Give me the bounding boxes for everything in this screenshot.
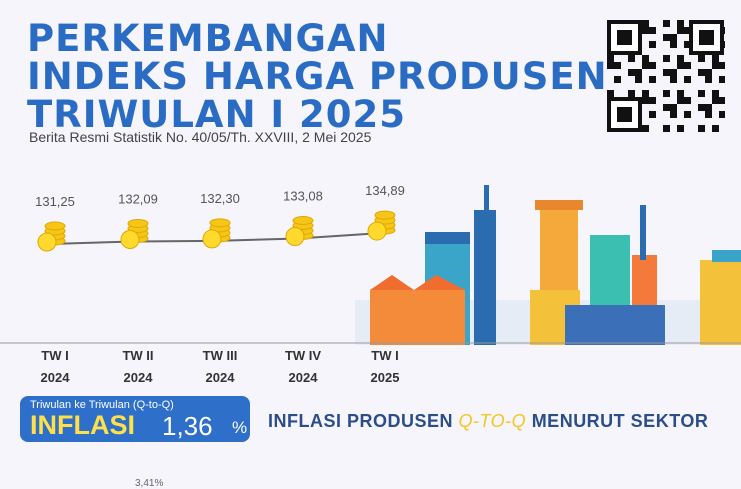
value-label: 134,89 xyxy=(365,183,405,198)
coin-marker xyxy=(202,218,231,249)
value-label: 132,09 xyxy=(118,191,158,206)
value-label: 132,30 xyxy=(200,191,240,206)
category-label: 2024 xyxy=(124,370,154,385)
coin-marker xyxy=(120,218,149,249)
title-line-3: TRIWULAN I 2025 xyxy=(27,93,407,136)
ipp-chart: 131,25 TW I 2024 132,09 TW II 2024 132,30 TW II… xyxy=(0,183,741,385)
category-label: 2024 xyxy=(41,370,71,385)
category-label: TW II xyxy=(122,348,153,363)
category-label: 2024 xyxy=(289,370,319,385)
inflation-subtitle: Triwulan ke Triwulan (Q-to-Q) xyxy=(30,399,174,411)
title-line-2: INDEKS HARGA PRODUSEN xyxy=(27,55,608,98)
value-label: 131,25 xyxy=(35,194,75,209)
heading-accent: Q-TO-Q xyxy=(458,411,527,431)
inflation-box: Triwulan ke Triwulan (Q-to-Q) INFLASI 1,… xyxy=(20,396,250,442)
inflation-unit: % xyxy=(232,418,248,437)
coin-marker xyxy=(285,216,314,247)
coin-marker xyxy=(37,221,66,252)
inflation-value: 1,36 xyxy=(162,411,213,441)
category-label: 2025 xyxy=(371,370,400,385)
value-label: 133,08 xyxy=(283,189,323,204)
category-label: TW IV xyxy=(285,348,321,363)
inflation-label: INFLASI xyxy=(30,410,135,440)
heading-post: MENURUT SEKTOR xyxy=(526,411,709,431)
category-label: TW III xyxy=(203,348,238,363)
sector-heading: INFLASI PRODUSEN Q-TO-Q MENURUT SEKTOR xyxy=(268,411,708,432)
sector-value-partial: 3,41% xyxy=(135,478,164,489)
title-line-1: PERKEMBANGAN xyxy=(27,17,389,60)
category-label: TW I xyxy=(371,348,398,363)
heading-pre: INFLASI PRODUSEN xyxy=(268,411,459,431)
industrial-illustration xyxy=(0,185,741,345)
category-label: TW I xyxy=(41,348,68,363)
category-label: 2024 xyxy=(206,370,236,385)
qr-code[interactable] xyxy=(607,20,725,132)
subtitle: Berita Resmi Statistik No. 40/05/Th. XXV… xyxy=(29,129,372,145)
coin-marker xyxy=(367,210,396,241)
